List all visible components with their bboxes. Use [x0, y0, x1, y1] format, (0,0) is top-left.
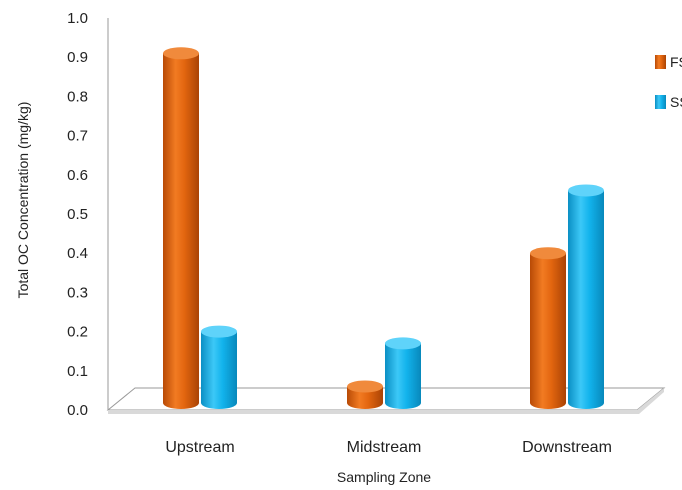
- bar-top: [385, 337, 421, 350]
- legend-swatch-ss: [655, 95, 666, 109]
- bar-body: [568, 190, 604, 409]
- bar-body: [201, 331, 237, 409]
- bar-body: [347, 386, 383, 409]
- bar-top: [568, 184, 604, 197]
- y-tick-label: 0.6: [67, 167, 88, 184]
- bar-ss-downstream: [568, 184, 604, 409]
- y-tick-label: 0.5: [67, 206, 88, 223]
- y-tick-label: 0.1: [67, 363, 88, 380]
- bar-body: [530, 253, 566, 409]
- category-label-downstream: Downstream: [522, 439, 612, 456]
- bar-fs-midstream: [347, 380, 383, 409]
- x-axis-title: Sampling Zone: [337, 469, 431, 485]
- y-tick-label: 0.9: [67, 49, 88, 66]
- bar-fs-downstream: [530, 247, 566, 409]
- y-tick-label: 1.0: [67, 10, 88, 27]
- y-tick-label: 0.3: [67, 284, 88, 301]
- y-tick-label: 0.4: [67, 245, 88, 262]
- bar-body: [163, 53, 199, 409]
- bar-top: [347, 380, 383, 393]
- bar-top: [201, 325, 237, 338]
- chart-floor-edge: [108, 388, 664, 414]
- bar-top: [530, 247, 566, 260]
- bar-body: [385, 343, 421, 409]
- y-tick-label: 0.7: [67, 128, 88, 145]
- bar-ss-upstream: [201, 325, 237, 409]
- category-label-upstream: Upstream: [165, 439, 234, 456]
- y-tick-label: 0.8: [67, 88, 88, 105]
- legend-label-ss: SS: [670, 94, 682, 110]
- y-tick-label: 0.0: [67, 402, 88, 419]
- y-axis-title: Total OC Concentration (mg/kg): [15, 102, 31, 299]
- bar-ss-midstream: [385, 337, 421, 409]
- y-tick-label: 0.2: [67, 324, 88, 341]
- bars: [163, 47, 604, 409]
- legend-label-fs: FS: [670, 54, 682, 70]
- category-label-midstream: Midstream: [347, 439, 422, 456]
- legend-swatch-fs: [655, 55, 666, 69]
- legend: FS SS: [655, 54, 682, 110]
- bar-top: [163, 47, 199, 60]
- y-axis-ticks: 0.0 0.1 0.2 0.3 0.4 0.5 0.6 0.7 0.8 0.9 1.0: [67, 10, 88, 419]
- bar-fs-upstream: [163, 47, 199, 409]
